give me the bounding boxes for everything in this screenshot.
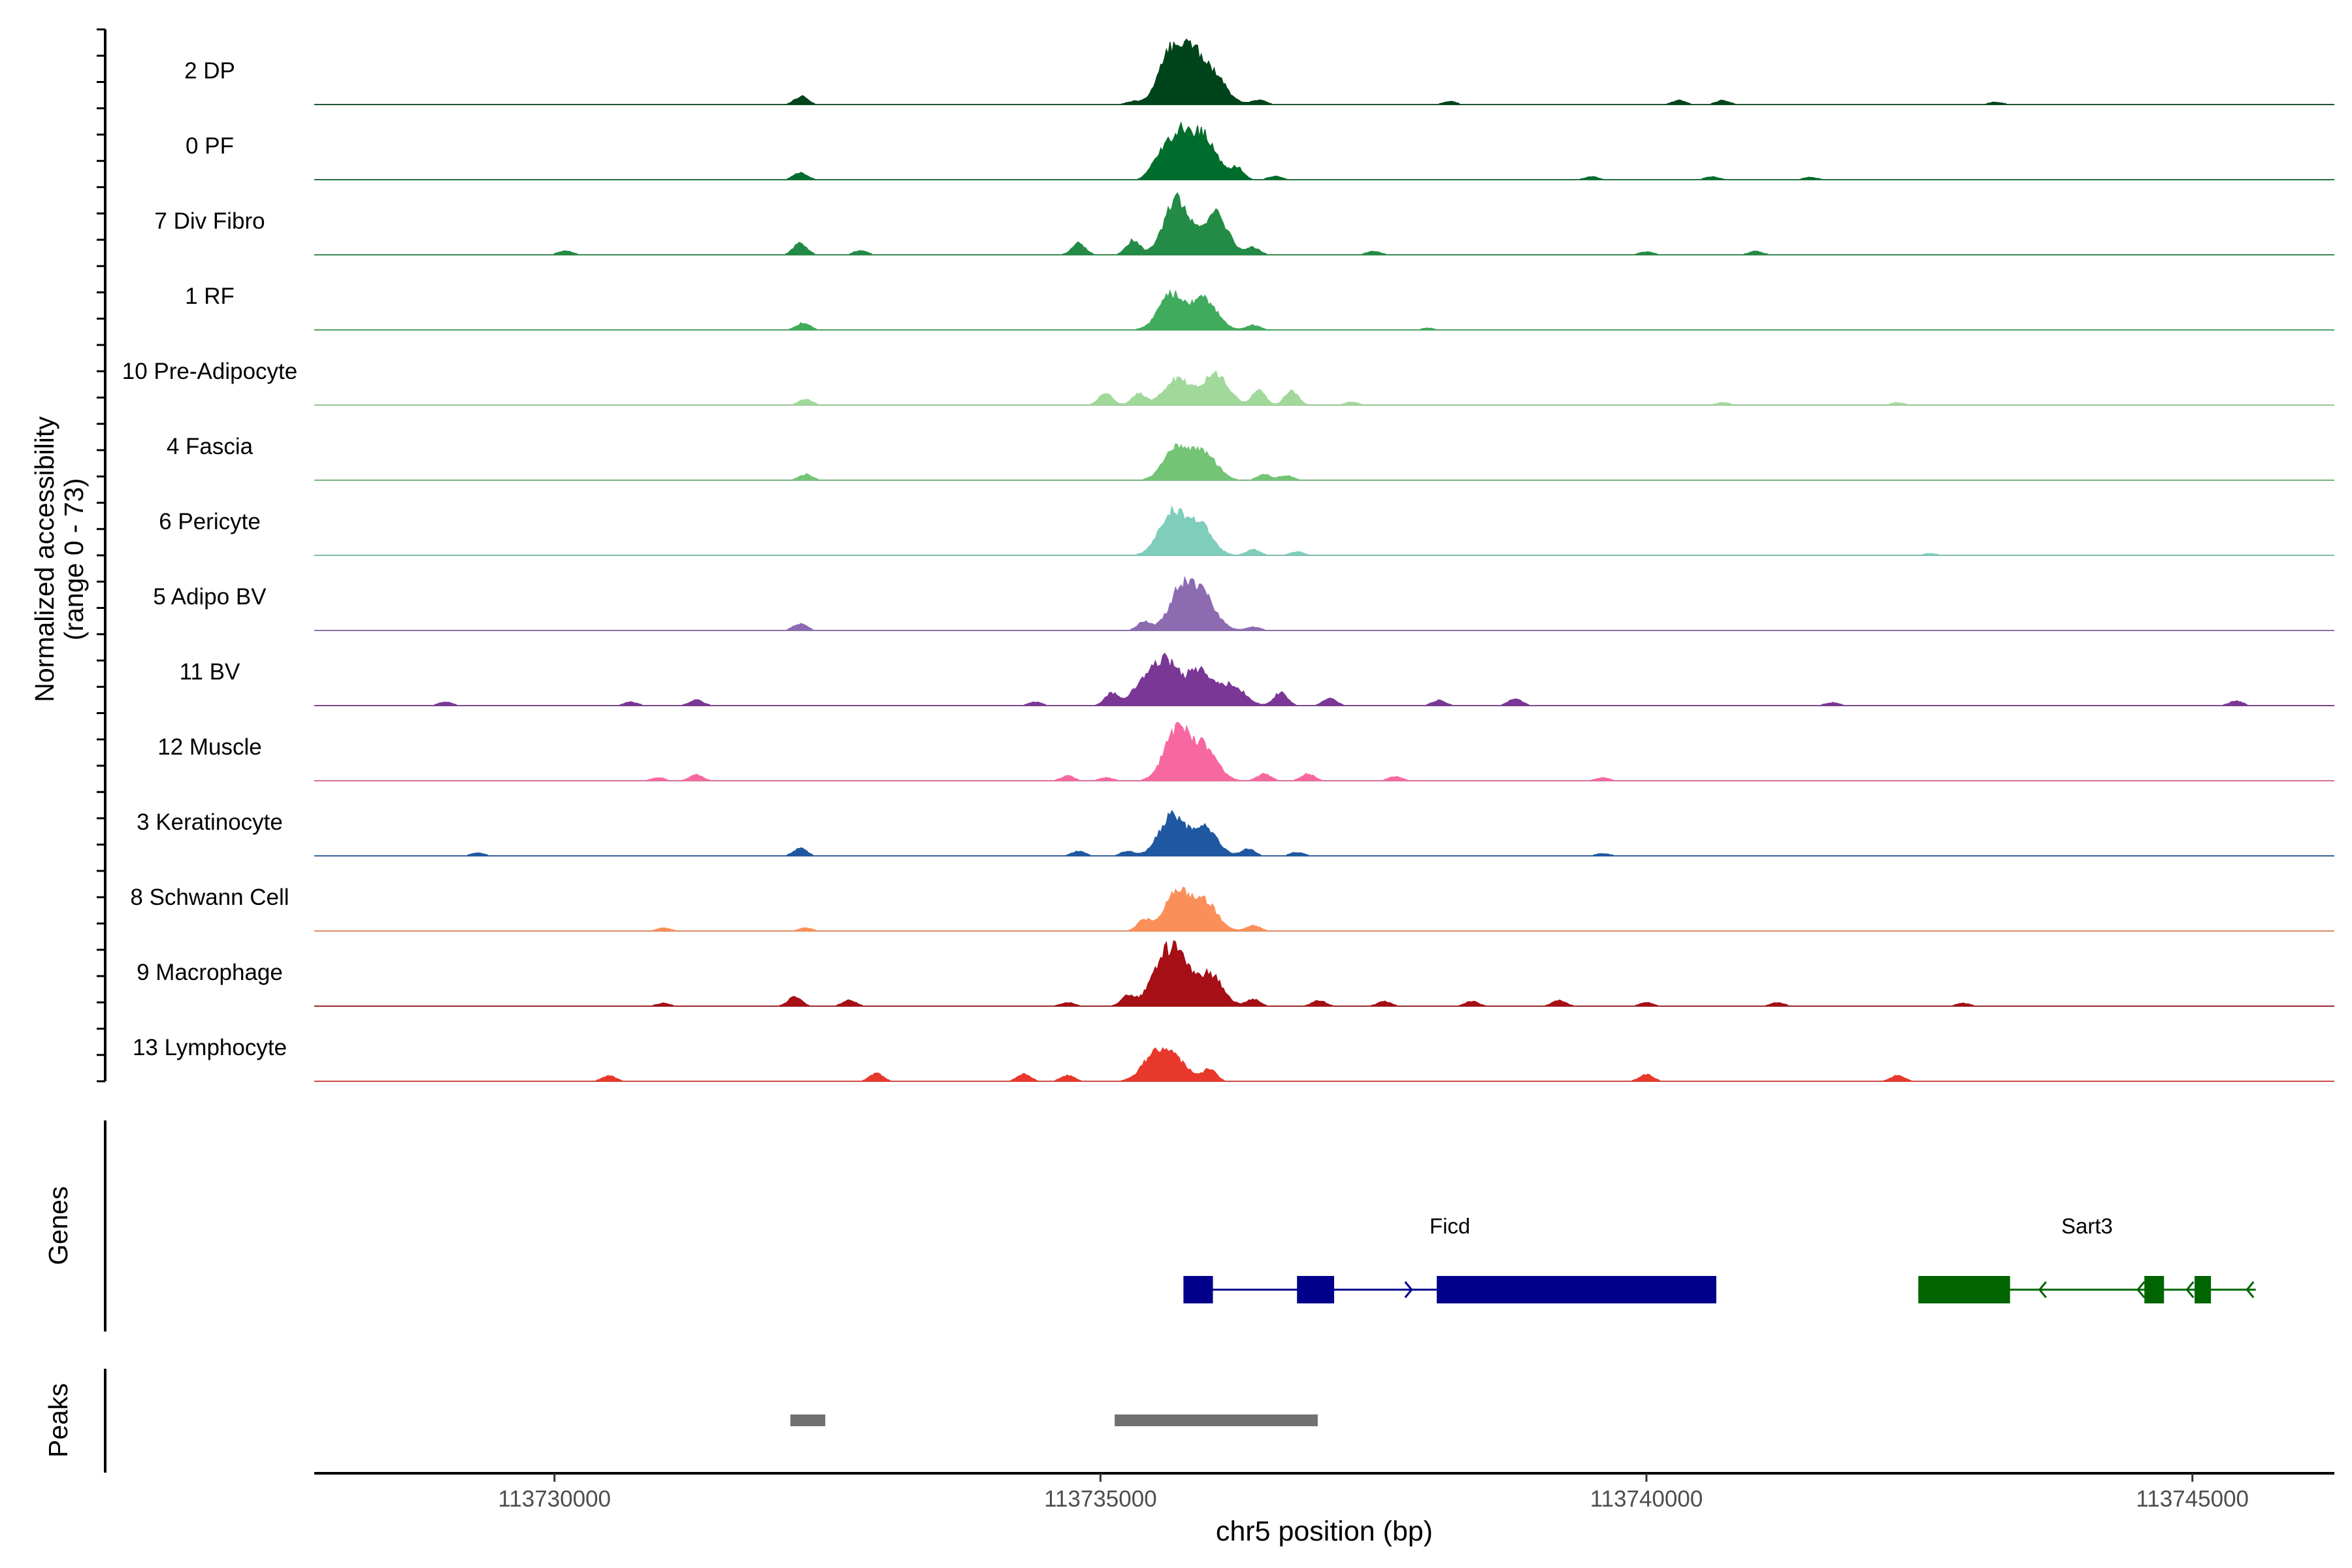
- peaks-track: [790, 1414, 1318, 1426]
- track-label: 11 BV: [180, 659, 240, 685]
- track-signal-area: [314, 1047, 2334, 1082]
- track-label: 13 Lymphocyte: [133, 1035, 287, 1060]
- peaks-axis-title: Peaks: [43, 1383, 73, 1458]
- track-signal-area: [314, 652, 2334, 706]
- peak-region: [790, 1414, 826, 1426]
- track-label: 0 PF: [186, 133, 234, 159]
- track-signal-area: [314, 809, 2334, 857]
- gene-exon: [1437, 1276, 1717, 1303]
- track-signal-area: [314, 887, 2334, 932]
- track: 7 Div Fibro: [154, 191, 2334, 255]
- track-signal-area: [314, 576, 2334, 631]
- track-signal-area: [314, 939, 2334, 1007]
- track-label: 1 RF: [185, 284, 235, 309]
- track-signal-area: [314, 443, 2334, 481]
- track-label: 10 Pre-Adipocyte: [122, 359, 297, 384]
- x-tick-label: 113740000: [1590, 1486, 1703, 1512]
- x-tick-label: 113735000: [1044, 1486, 1157, 1512]
- x-axis-title: chr5 position (bp): [1216, 1516, 1433, 1547]
- track: 3 Keratinocyte: [137, 809, 2334, 857]
- strand-arrow: [2185, 1281, 2195, 1298]
- genes-axis-title: Genes: [43, 1186, 73, 1266]
- track: 11 BV: [180, 652, 2334, 706]
- strand-arrow: [1404, 1281, 1413, 1298]
- track-signal-area: [314, 721, 2334, 781]
- x-tick-label: 113745000: [2136, 1486, 2249, 1512]
- track-label: 9 Macrophage: [137, 960, 283, 985]
- track-label: 4 Fascia: [167, 434, 253, 459]
- track-signal-area: [314, 121, 2334, 180]
- strand-arrow: [2136, 1281, 2146, 1298]
- track-signal-area: [314, 370, 2334, 406]
- track: 10 Pre-Adipocyte: [122, 359, 2334, 406]
- strand-arrow: [2038, 1281, 2047, 1298]
- gene-exon: [2195, 1276, 2212, 1303]
- track-label: 3 Keratinocyte: [137, 809, 283, 835]
- accessibility-tracks: 2 DP 0 PF 7 Div Fibro 1 RF 10 Pre-Adipocyte 4…: [122, 38, 2334, 1082]
- track: 0 PF: [186, 121, 2334, 180]
- genes-track: Ficd Sart3: [1183, 1214, 2256, 1303]
- track-label: 8 Schwann Cell: [130, 885, 289, 910]
- track-label: 6 Pericyte: [159, 509, 261, 534]
- track: 2 DP: [184, 38, 2334, 105]
- track: 5 Adipo BV: [153, 576, 2334, 631]
- gene: Ficd: [1183, 1214, 1717, 1303]
- y-axis-title-line1: Normalized accessibility: [29, 416, 59, 702]
- track: 4 Fascia: [167, 434, 2334, 481]
- gene-exon: [1918, 1276, 2010, 1303]
- track-label: 7 Div Fibro: [154, 208, 265, 234]
- strand-arrow: [1311, 1281, 1320, 1298]
- gene: Sart3: [1918, 1214, 2256, 1303]
- y-axis-title-line2: (range 0 - 73): [59, 478, 89, 640]
- track-label: 2 DP: [184, 58, 235, 84]
- peak-region: [1115, 1414, 1318, 1426]
- track: 13 Lymphocyte: [133, 1035, 2334, 1082]
- x-axis-ticks: 113730000 113735000 113740000 113745000: [498, 1473, 2249, 1512]
- strand-arrow: [2246, 1281, 2255, 1298]
- gene-label: Ficd: [1429, 1214, 1470, 1238]
- track: 12 Muscle: [157, 721, 2334, 781]
- track-label: 5 Adipo BV: [153, 584, 267, 610]
- tracks-axis-ticks: [97, 28, 105, 1083]
- gene-exon: [1183, 1276, 1213, 1303]
- track-label: 12 Muscle: [157, 734, 262, 760]
- track: 1 RF: [185, 284, 2334, 331]
- track-signal-area: [314, 38, 2334, 105]
- gene-label: Sart3: [2061, 1214, 2113, 1238]
- strand-arrow: [1186, 1281, 1195, 1298]
- track-signal-area: [314, 289, 2334, 331]
- gene-exon: [1297, 1276, 1335, 1303]
- track: 9 Macrophage: [137, 939, 2334, 1007]
- track-signal-area: [314, 191, 2334, 255]
- x-tick-label: 113730000: [498, 1486, 611, 1512]
- gene-exon: [2144, 1276, 2164, 1303]
- track: 6 Pericyte: [159, 506, 2334, 556]
- track: 8 Schwann Cell: [130, 885, 2334, 932]
- track-signal-area: [314, 506, 2334, 556]
